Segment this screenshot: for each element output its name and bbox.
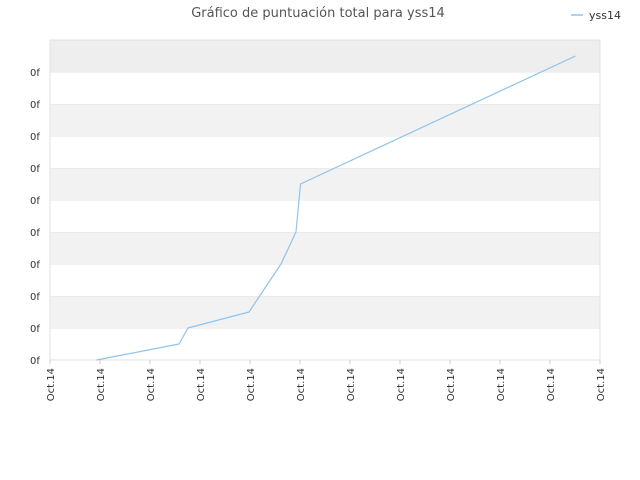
grid-band	[50, 232, 600, 264]
x-tick-label: Oct.14	[196, 368, 207, 401]
grid-band	[50, 136, 600, 168]
grid-band	[50, 72, 600, 104]
x-tick-label: Oct.14	[446, 368, 457, 401]
x-tick-label: Oct.14	[396, 368, 407, 401]
legend-label: yss14	[589, 9, 621, 22]
y-tick-label: 0f	[30, 292, 40, 303]
y-tick-label: 0f	[30, 260, 40, 271]
y-tick-label: 0f	[30, 324, 40, 335]
y-tick-label: 0f	[30, 196, 40, 207]
legend: yss14	[571, 9, 621, 22]
x-tick-label: Oct.14	[346, 368, 357, 401]
grid-band	[50, 296, 600, 328]
y-axis: 0f 0f 0f 0f 0f 0f 0f 0f 0f 0f	[30, 68, 40, 367]
y-tick-label: 0f	[30, 132, 40, 143]
series-layer	[96, 55, 576, 361]
plot-area	[49, 39, 601, 361]
grid-band	[50, 168, 600, 200]
chart-title: Gráfico de puntuación total para yss14	[191, 6, 445, 21]
grid-band	[50, 264, 600, 296]
y-tick-label: 0f	[30, 228, 40, 239]
grid-band	[50, 328, 600, 360]
x-axis: Oct.14 Oct.14 Oct.14 Oct.14 Oct.14 Oct.14 Oct.…	[46, 360, 607, 401]
grid-band	[50, 104, 600, 136]
x-tick-label: Oct.14	[546, 368, 557, 401]
y-tick-label: 0f	[30, 356, 40, 367]
y-tick-label: 0f	[30, 100, 40, 111]
grid-band	[50, 200, 600, 232]
y-tick-label: 0f	[30, 164, 40, 175]
x-tick-label: Oct.14	[146, 368, 157, 401]
x-tick-label: Oct.14	[296, 368, 307, 401]
x-tick-label: Oct.14	[46, 368, 57, 401]
x-tick-label: Oct.14	[246, 368, 257, 401]
x-tick-label: Oct.14	[96, 368, 107, 401]
y-tick-label: 0f	[30, 68, 40, 79]
x-tick-label: Oct.14	[496, 368, 507, 401]
series-line-yss14	[96, 55, 576, 361]
x-tick-label: Oct.14	[596, 368, 607, 401]
grid-band	[50, 40, 600, 72]
plot-bands	[50, 39, 600, 360]
